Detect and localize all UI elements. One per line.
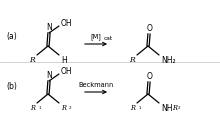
Text: OH: OH [61, 19, 73, 29]
Text: (b): (b) [6, 81, 17, 91]
Text: [M]: [M] [91, 33, 101, 40]
Text: N: N [46, 23, 52, 32]
Text: O: O [147, 72, 153, 81]
Text: $^1$: $^1$ [38, 106, 42, 111]
Text: R: R [129, 56, 135, 64]
Text: R: R [130, 104, 135, 112]
Text: R: R [30, 104, 35, 112]
Text: OH: OH [61, 67, 73, 77]
Text: R: R [29, 56, 35, 64]
Text: Beckmann: Beckmann [78, 82, 114, 88]
Text: (a): (a) [6, 31, 17, 41]
Text: NH: NH [161, 104, 172, 113]
Text: cat: cat [104, 36, 113, 42]
Text: $^2$: $^2$ [177, 106, 181, 111]
Text: $^1$: $^1$ [138, 106, 142, 111]
Text: O: O [147, 24, 153, 33]
Text: NH₂: NH₂ [161, 56, 176, 65]
Text: H: H [61, 56, 67, 65]
Text: N: N [46, 71, 52, 80]
Text: R: R [61, 104, 66, 112]
Text: R: R [172, 104, 177, 112]
Text: $^2$: $^2$ [68, 106, 72, 111]
